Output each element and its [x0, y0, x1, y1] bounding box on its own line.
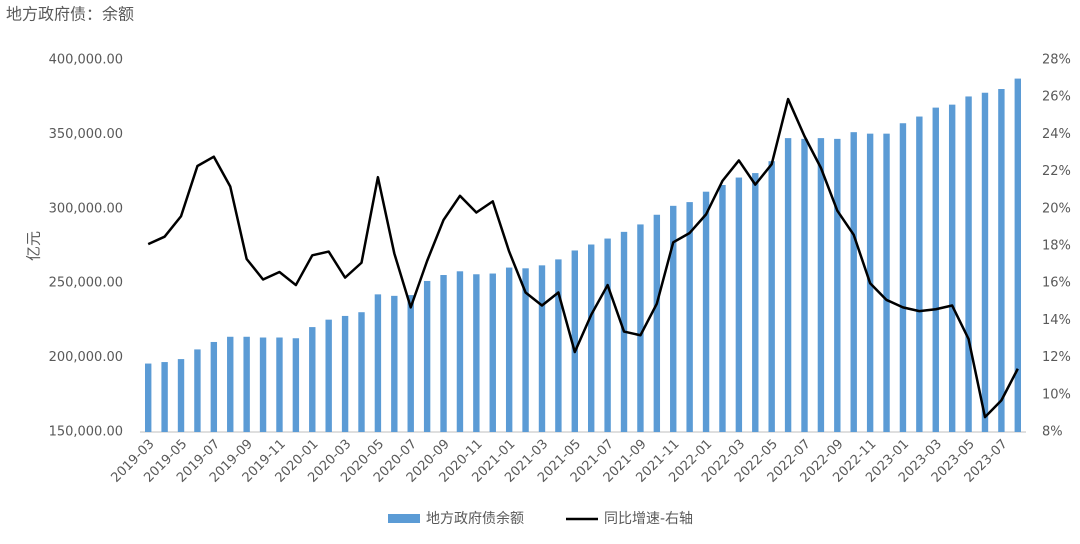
y2-tick-label: 28% — [1042, 53, 1071, 68]
bar — [768, 161, 775, 432]
y-tick-label: 300,000.00 — [49, 201, 123, 216]
bar — [325, 319, 332, 432]
y2-tick-label: 18% — [1042, 239, 1071, 254]
y-tick-label: 350,000.00 — [49, 127, 123, 142]
bar — [653, 214, 661, 432]
bar — [604, 238, 611, 432]
bar — [423, 280, 431, 432]
bar — [752, 173, 759, 432]
bar — [1014, 78, 1021, 432]
bar — [571, 250, 578, 432]
y-axis-label: 亿元 — [25, 231, 43, 261]
bar — [883, 133, 890, 432]
bar — [292, 338, 300, 432]
bar — [473, 274, 480, 432]
bar — [702, 191, 710, 432]
bar — [489, 273, 496, 432]
bar — [259, 337, 267, 432]
y2-tick-label: 10% — [1042, 387, 1071, 402]
bar — [161, 362, 168, 432]
bar — [916, 116, 923, 432]
bar — [850, 132, 857, 432]
bar — [145, 363, 152, 432]
bar — [719, 184, 726, 432]
y2-tick-label: 8% — [1042, 425, 1063, 440]
bar — [670, 205, 677, 432]
bar — [391, 295, 398, 432]
y2-tick-label: 16% — [1042, 276, 1071, 291]
bar — [686, 202, 693, 432]
chart-title: 地方政府债：余额 — [6, 5, 134, 24]
bar — [177, 359, 185, 432]
bar — [817, 138, 825, 432]
legend-label: 同比增速-右轴 — [604, 511, 693, 527]
y2-tick-label: 26% — [1042, 90, 1071, 105]
y-tick-label: 150,000.00 — [49, 425, 123, 440]
bar — [227, 336, 234, 432]
bar — [735, 177, 743, 432]
bar — [784, 138, 792, 432]
y-tick-label: 250,000.00 — [49, 276, 123, 291]
bar — [555, 259, 562, 432]
line — [147, 97, 1019, 419]
bar — [456, 271, 464, 432]
bar — [522, 268, 529, 432]
y2-tick-label: 20% — [1042, 201, 1071, 216]
bar — [407, 295, 414, 432]
bar — [948, 104, 956, 432]
bar — [341, 315, 349, 432]
y2-tick-label: 12% — [1042, 350, 1071, 365]
bar — [965, 96, 972, 433]
bar — [276, 337, 283, 432]
y-tick-label: 400,000.00 — [49, 53, 123, 68]
bar — [899, 123, 907, 433]
y2-tick-label: 22% — [1042, 164, 1071, 179]
bar — [194, 349, 201, 432]
bar — [243, 336, 250, 432]
bar — [834, 138, 841, 432]
bar — [801, 138, 808, 432]
bar — [440, 275, 447, 432]
bar — [932, 107, 939, 432]
bar — [210, 341, 218, 432]
legend-label: 地方政府债余额 — [426, 510, 524, 527]
legend-swatch — [388, 514, 420, 523]
bar — [309, 327, 316, 432]
bar — [637, 224, 644, 432]
bar — [588, 244, 595, 432]
bar — [358, 312, 365, 432]
bar — [538, 265, 546, 432]
bar — [374, 294, 382, 432]
bar — [998, 89, 1005, 433]
bar — [981, 92, 989, 433]
y2-tick-label: 24% — [1042, 127, 1071, 142]
y-tick-label: 200,000.00 — [49, 350, 123, 365]
y2-tick-label: 14% — [1042, 313, 1071, 328]
bar — [505, 267, 513, 432]
